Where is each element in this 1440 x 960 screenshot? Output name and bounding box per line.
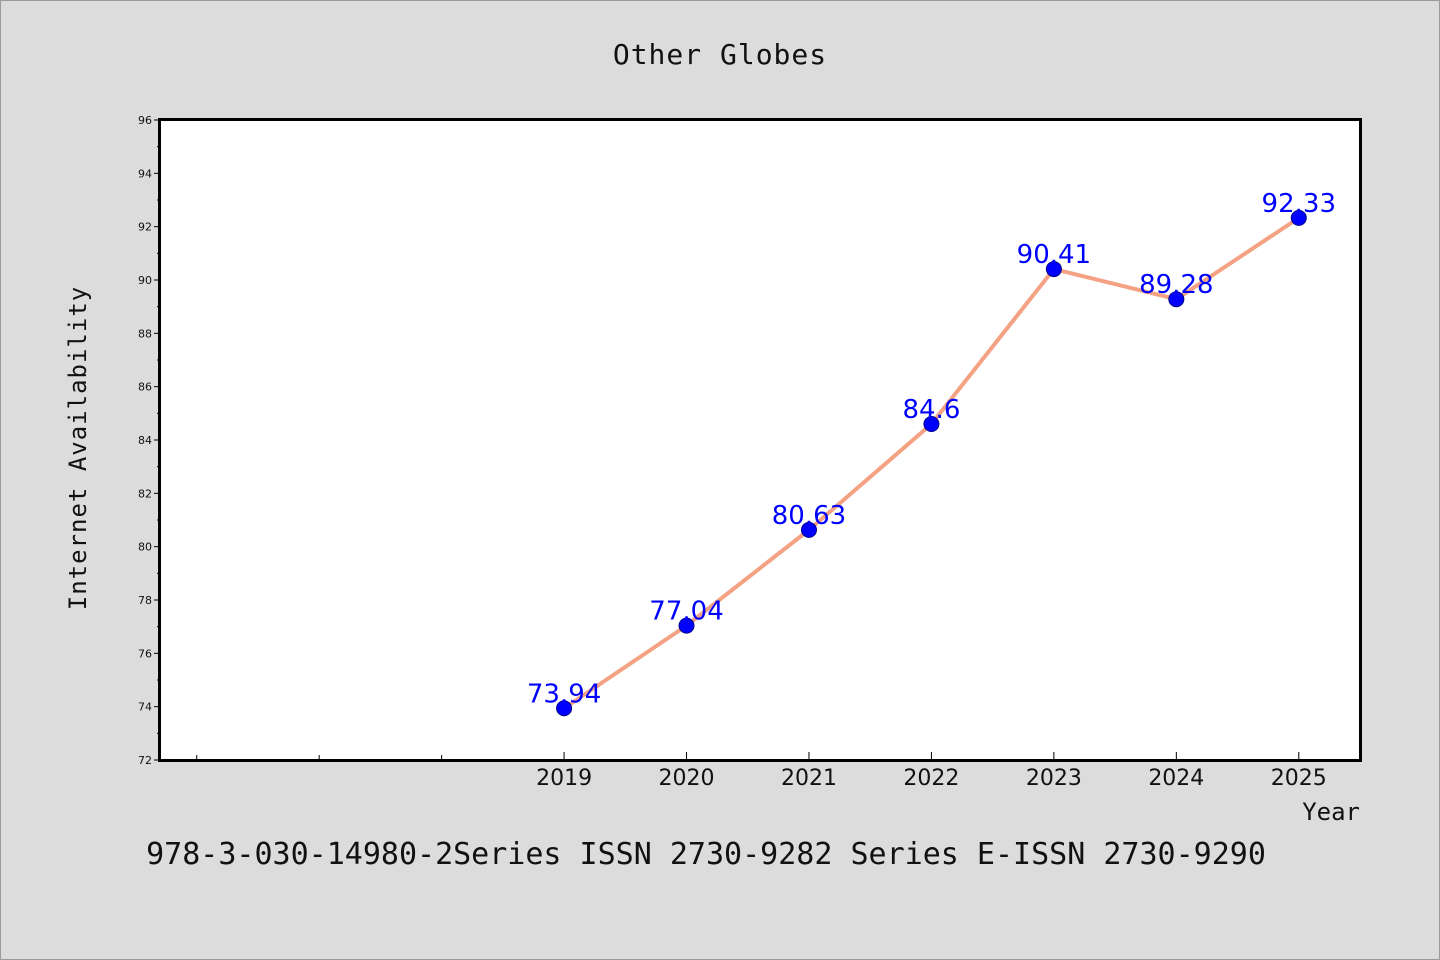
x-tick-label: 2019 [536, 766, 592, 791]
data-point-label: 80.63 [772, 501, 846, 531]
y-tick-label: 96 [138, 114, 152, 127]
y-tick-label: 78 [138, 594, 152, 607]
y-tick-label: 74 [138, 701, 152, 714]
x-axis: 2019 2020 2021 2022 2023 2024 2025 [196, 752, 1327, 791]
data-point-label: 73.94 [527, 679, 601, 709]
data-point-marker [556, 700, 573, 717]
footer-isbn-text: 978-3-030-14980-2Series ISSN 2730-9282 S… [146, 837, 1266, 872]
y-tick-label: 90 [138, 274, 152, 287]
series-layer: 73.94 77.04 80.63 84.6 90.41 89.28 92.33 [527, 189, 1336, 717]
data-point-label: 84.6 [902, 395, 960, 425]
data-point-marker [1290, 209, 1307, 226]
y-tick-label: 92 [138, 221, 152, 234]
data-point-label: 77.04 [649, 597, 723, 627]
x-tick-label: 2023 [1026, 766, 1082, 791]
x-tick-label: 2021 [781, 766, 837, 791]
y-tick-label: 84 [138, 434, 152, 447]
y-tick-label: 88 [138, 327, 152, 340]
y-axis-label: Internet Availability [64, 286, 92, 610]
y-tick-label: 94 [138, 167, 152, 180]
chart-title: Other Globes [613, 38, 827, 71]
data-point-marker [1168, 291, 1185, 308]
x-tick-label: 2025 [1271, 766, 1327, 791]
y-tick-label: 76 [138, 647, 152, 660]
data-point-label: 90.41 [1017, 240, 1091, 270]
x-tick-label: 2020 [659, 766, 715, 791]
x-axis-label: Year [1302, 798, 1360, 826]
y-tick-label: 72 [138, 754, 152, 767]
y-tick-label: 80 [138, 541, 152, 554]
x-tick-label: 2024 [1148, 766, 1204, 791]
y-tick-label: 82 [138, 487, 152, 500]
data-point-marker [800, 521, 817, 538]
data-point-marker [923, 416, 940, 432]
y-axis: 72 74 76 78 80 82 84 86 88 90 92 94 96 [138, 114, 160, 767]
data-point-marker [678, 617, 695, 634]
plot-area [158, 118, 1362, 762]
data-point-label: 89.28 [1139, 270, 1213, 300]
x-tick-label: 2022 [903, 766, 959, 791]
data-point-marker [1045, 261, 1062, 278]
y-tick-label: 86 [138, 381, 152, 394]
data-point-label: 92.33 [1262, 189, 1336, 219]
